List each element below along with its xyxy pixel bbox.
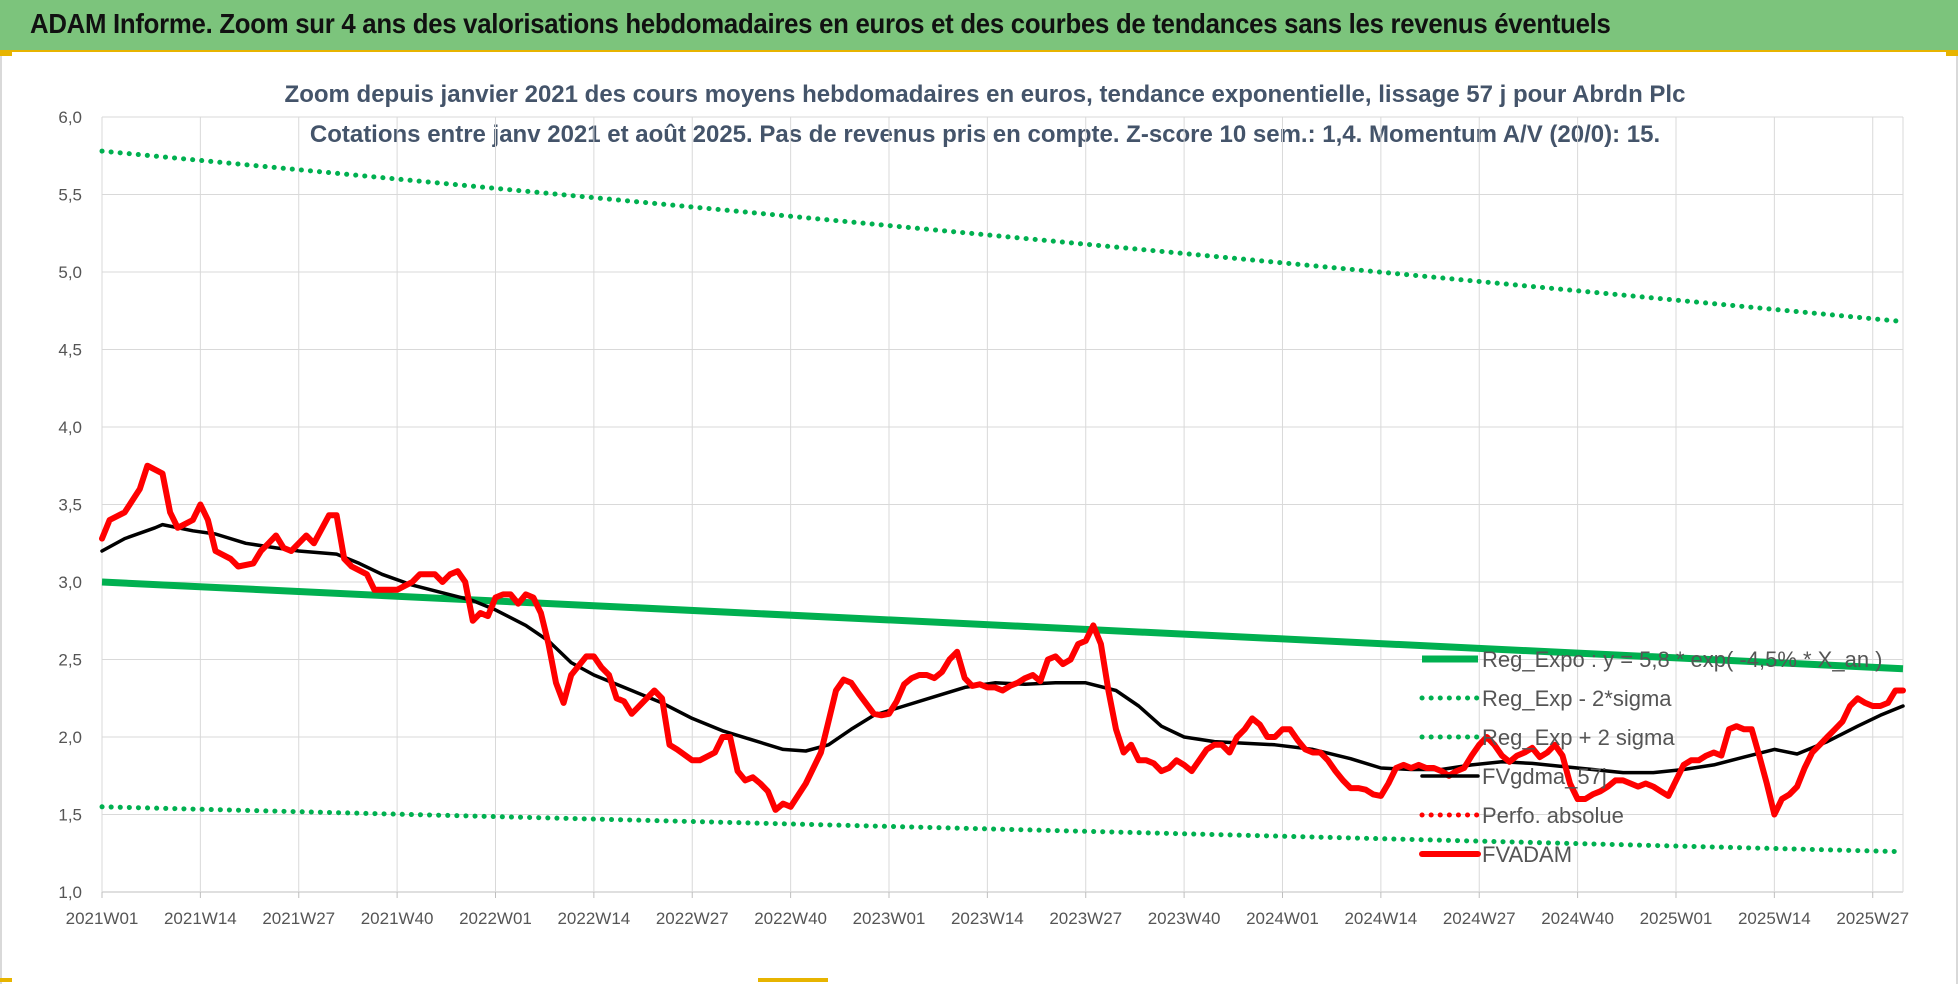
y-tick-label: 6,0 [58, 108, 82, 127]
y-tick-label: 5,0 [58, 263, 82, 282]
legend-label: Perfo. absolue [1482, 803, 1624, 828]
y-tick-label: 1,5 [58, 806, 82, 825]
x-tick-label: 2025W27 [1836, 909, 1909, 928]
series-line-3 [100, 522, 1905, 775]
y-tick-label: 2,5 [58, 651, 82, 670]
x-tick-label: 2022W40 [754, 909, 827, 928]
y-tick-label: 3,0 [58, 573, 82, 592]
frame-corner-mark [0, 52, 12, 56]
y-axis: 1,0 1,5 2,0 2,5 3,0 3,5 4,0 4,5 5,0 5,5 6,0 [58, 108, 82, 902]
series-line-5 [99, 462, 1906, 818]
x-tick-label: 2021W14 [164, 909, 237, 928]
x-tick-label: 2024W40 [1541, 909, 1614, 928]
x-tick-label: 2023W14 [951, 909, 1024, 928]
chart-frame [0, 52, 1958, 984]
x-tick-label: 2023W01 [853, 909, 926, 928]
y-tick-label: 4,5 [58, 341, 82, 360]
y-tick-label: 1,0 [58, 883, 82, 902]
y-tick-label: 5,5 [58, 186, 82, 205]
report-banner: ADAM Informe. Zoom sur 4 ans des valoris… [0, 0, 1958, 52]
series-line-0 [101, 578, 1904, 673]
series-line-1 [99, 804, 1906, 855]
chart-series [99, 148, 1906, 855]
y-tick-label: 4,0 [58, 418, 82, 437]
series-line-2 [99, 148, 1906, 325]
x-tick-label: 2024W27 [1443, 909, 1516, 928]
x-tick-label: 2022W14 [557, 909, 630, 928]
y-tick-label: 2,0 [58, 728, 82, 747]
legend-label: FVADAM [1482, 842, 1572, 867]
x-tick-label: 2021W40 [361, 909, 434, 928]
chart-legend: Reg_Expo : y = 5,8 * exp( -4,5% * X_an )… [1419, 647, 1883, 867]
x-tick-label: 2024W14 [1344, 909, 1417, 928]
x-tick-label: 2023W40 [1148, 909, 1221, 928]
x-tick-label: 2022W27 [656, 909, 729, 928]
chart-title: Zoom depuis janvier 2021 des cours moyen… [285, 81, 1686, 108]
x-tick-label: 2021W27 [262, 909, 335, 928]
report-title: ADAM Informe. Zoom sur 4 ans des valoris… [30, 8, 1611, 39]
legend-label: FVgdma_57j [1482, 764, 1607, 789]
x-axis: 2021W01 2021W14 2021W27 2021W40 2022W01 2022W… [66, 892, 1909, 928]
x-tick-label: 2024W01 [1246, 909, 1319, 928]
x-tick-label: 2023W27 [1049, 909, 1122, 928]
legend-label: Reg_Expo : y = 5,8 * exp( -4,5% * X_an ) [1482, 647, 1883, 672]
x-tick-label: 2025W01 [1640, 909, 1713, 928]
legend-label: Reg_Exp + 2 sigma [1482, 725, 1675, 750]
frame-corner-mark [0, 978, 12, 982]
x-tick-label: 2022W01 [459, 909, 532, 928]
x-tick-label: 2025W14 [1738, 909, 1811, 928]
frame-corner-mark [1946, 52, 1958, 56]
legend-label: Reg_Exp - 2*sigma [1482, 686, 1672, 711]
chart-grid [101, 116, 1904, 893]
chart-subtitle: Cotations entre janv 2021 et août 2025. … [310, 121, 1660, 148]
x-tick-label: 2021W01 [66, 909, 139, 928]
frame-corner-mark [758, 978, 828, 982]
y-tick-label: 3,5 [58, 496, 82, 515]
